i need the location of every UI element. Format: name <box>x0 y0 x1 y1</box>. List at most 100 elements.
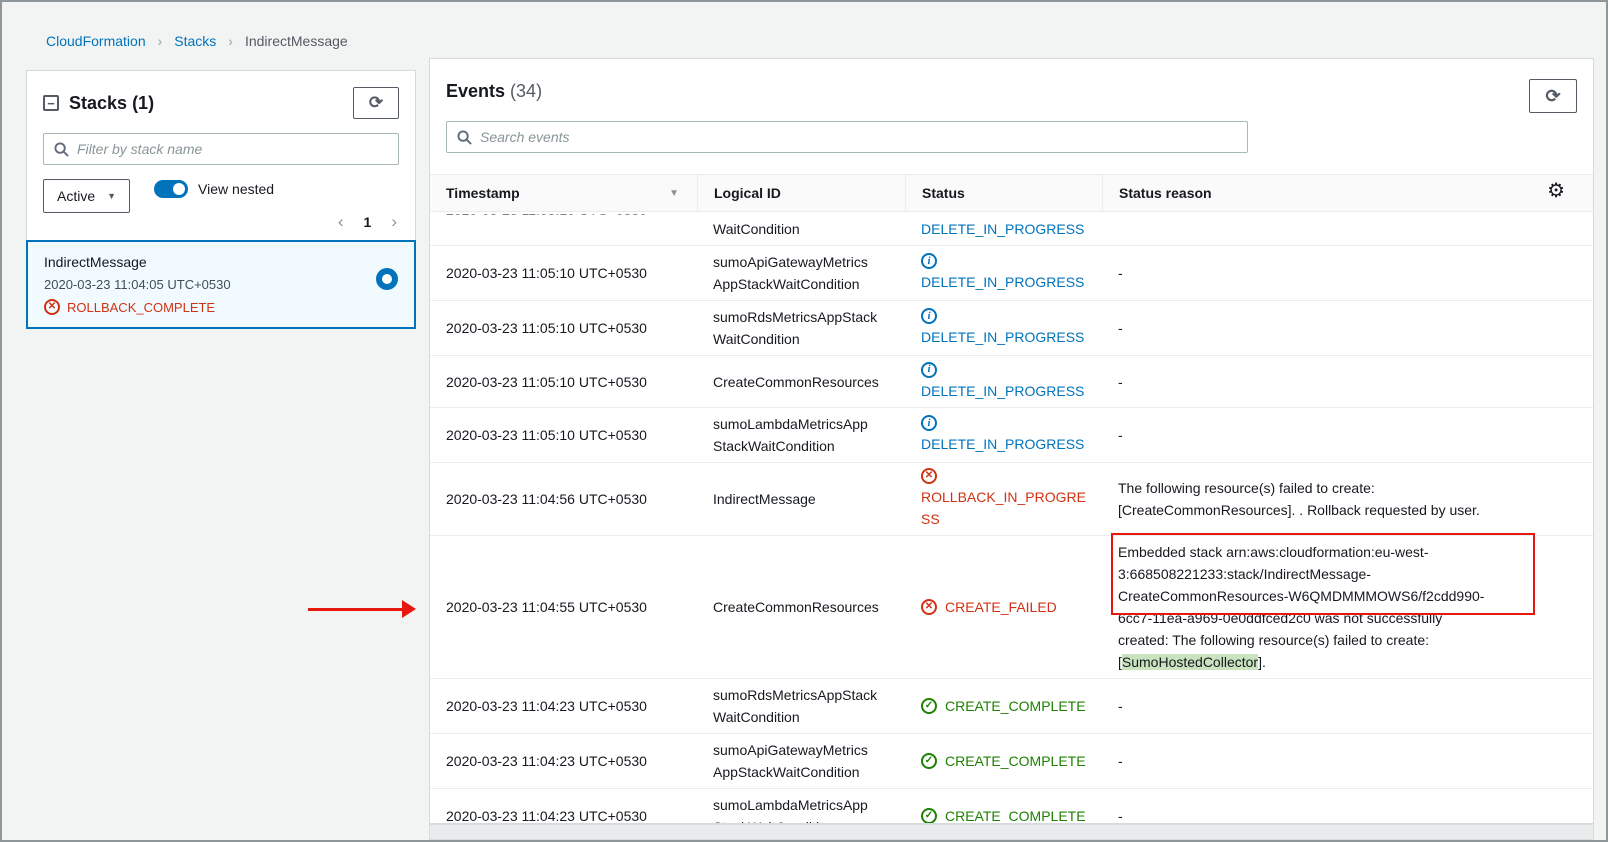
events-table: Timestamp ▼ Logical ID Status Status rea… <box>430 174 1593 824</box>
table-row: 2020-03-23 11:04:23 UTC+0530 sumoLambdaM… <box>430 789 1593 824</box>
stacks-pagination: ‹ 1 › <box>338 212 397 232</box>
status-reason-cell: - <box>1118 808 1123 824</box>
chevron-right-icon: › <box>228 33 233 49</box>
status-cell: i DELETE_IN_PROGRESS <box>921 361 1085 399</box>
view-nested-toggle[interactable] <box>154 180 189 198</box>
refresh-icon: ⟳ <box>368 93 384 112</box>
events-search-input[interactable] <box>480 129 1237 145</box>
timestamp-cell: 2020-03-23 11:04:23 UTC+0530 <box>446 753 647 769</box>
stacks-refresh-button[interactable]: ⟳ <box>353 87 399 119</box>
timestamp-cell: 2020-03-23 11:05:10 UTC+0530 <box>446 214 681 223</box>
breadcrumb-stacks[interactable]: Stacks <box>174 33 217 49</box>
success-icon: ✓ <box>921 753 937 769</box>
status-cell: ✕ CREATE_FAILED <box>921 596 1086 618</box>
timestamp-cell: 2020-03-23 11:05:10 UTC+0530 <box>446 320 647 336</box>
success-icon: ✓ <box>921 808 937 823</box>
stack-filter-field <box>43 133 399 165</box>
table-row: 2020-03-23 11:05:10 UTC+0530 sumoApiGate… <box>430 246 1593 301</box>
status-reason-cell: - <box>1118 320 1123 336</box>
page-number[interactable]: 1 <box>363 214 372 230</box>
logical-id-cell: sumoRdsMetricsAppStack WaitCondition <box>713 687 878 725</box>
breadcrumb-cloudformation[interactable]: CloudFormation <box>46 33 146 49</box>
stack-card-indirectmessage[interactable]: IndirectMessage 2020-03-23 11:04:05 UTC+… <box>26 240 416 329</box>
logical-id-cell: sumoLambdaMetricsApp StackWaitCondition <box>713 797 868 823</box>
status-cell: i DELETE_IN_PROGRESS <box>921 253 1085 290</box>
stack-status-label: ROLLBACK_COMPLETE <box>67 299 216 315</box>
info-icon: i <box>921 253 937 269</box>
logical-id-cell: CreateCommonResources <box>713 373 879 390</box>
timestamp-cell: 2020-03-23 11:05:10 UTC+0530 <box>446 373 647 390</box>
events-title: Events <box>446 81 506 101</box>
status-reason-cell: The following resource(s) failed to crea… <box>1118 480 1480 518</box>
chevron-right-icon: › <box>157 33 163 49</box>
sort-descending-icon[interactable]: ▼ <box>669 187 679 199</box>
table-row: 2020-03-23 11:05:10 UTC+0530 CreateCommo… <box>430 356 1593 408</box>
table-row: 2020-03-23 11:05:10 UTC+0530 sumoRdsMetr… <box>430 301 1593 356</box>
error-icon: ✕ <box>44 299 60 315</box>
status-cell: ✓ CREATE_COMPLETE <box>921 805 1086 823</box>
info-icon: i <box>921 361 937 378</box>
stack-status: ✕ ROLLBACK_COMPLETE <box>44 299 398 315</box>
status-cell: i DELETE_IN_PROGRESS <box>921 308 1085 345</box>
collapse-panel-icon[interactable]: − <box>43 95 59 111</box>
status-cell: ✓ CREATE_COMPLETE <box>921 695 1086 717</box>
logical-id-cell: sumoLambdaMetricsApp StackWaitCondition <box>713 416 868 454</box>
status-reason-cell: - <box>1118 753 1123 769</box>
breadcrumb-current-stack: IndirectMessage <box>244 33 348 49</box>
events-count: (34) <box>510 81 543 101</box>
logical-id-cell: WaitCondition <box>713 221 800 237</box>
error-icon: ✕ <box>921 468 937 484</box>
events-refresh-button[interactable]: ⟳ <box>1529 79 1577 113</box>
highlighted-resource-name: SumoHostedCollector <box>1121 654 1259 670</box>
gear-icon[interactable]: ⚙ <box>1547 180 1565 202</box>
table-row: 2020-03-23 11:04:23 UTC+0530 sumoRdsMetr… <box>430 679 1593 734</box>
status-cell: i DELETE_IN_PROGRESS <box>921 415 1085 452</box>
stack-filter-input[interactable] <box>77 141 388 157</box>
logical-id-cell: sumoApiGatewayMetrics AppStackWaitCondit… <box>713 742 868 780</box>
status-reason-cell: - <box>1118 427 1123 443</box>
column-header-timestamp[interactable]: Timestamp ▼ <box>446 185 679 201</box>
table-row: 2020-03-23 11:05:10 UTC+0530 WaitConditi… <box>430 212 1593 246</box>
stacks-title: Stacks (1) <box>69 92 155 113</box>
previous-page-icon[interactable]: ‹ <box>337 212 344 231</box>
timestamp-cell: 2020-03-23 11:04:23 UTC+0530 <box>446 808 647 824</box>
stacks-sidebar: − Stacks (1) ⟳ Active ▼ View nested ‹ <box>26 70 416 329</box>
events-table-header: Timestamp ▼ Logical ID Status Status rea… <box>430 174 1593 212</box>
status-cell: DELETE_IN_PROGRESS <box>921 221 1085 237</box>
logical-id-cell: sumoRdsMetricsAppStack WaitCondition <box>713 309 878 347</box>
table-row: 2020-03-23 11:04:56 UTC+0530 IndirectMes… <box>430 463 1593 536</box>
table-row: 2020-03-23 11:04:23 UTC+0530 sumoApiGate… <box>430 734 1593 789</box>
logical-id-cell: sumoApiGatewayMetrics AppStackWaitCondit… <box>713 254 868 292</box>
status-cell: ✓ CREATE_COMPLETE <box>921 750 1086 772</box>
search-icon <box>54 141 69 157</box>
chevron-down-icon: ▼ <box>107 191 117 201</box>
column-header-status: Status <box>905 175 1102 211</box>
stack-selected-radio[interactable] <box>376 268 398 290</box>
search-icon <box>457 129 472 145</box>
horizontal-scrollbar[interactable] <box>429 824 1594 840</box>
error-icon: ✕ <box>921 599 937 615</box>
status-reason-cell: Embedded stack arn:aws:cloudformation:eu… <box>1102 533 1593 678</box>
stack-status-filter-dropdown[interactable]: Active ▼ <box>43 179 131 213</box>
success-icon: ✓ <box>921 698 937 714</box>
refresh-icon: ⟳ <box>1545 85 1561 106</box>
table-row: 2020-03-23 11:05:10 UTC+0530 sumoLambdaM… <box>430 408 1593 463</box>
status-cell: ✕ ROLLBACK_IN_PROGRE SS <box>921 468 1086 527</box>
events-panel: Events (34) ⟳ ⚙ Timestamp ▼ Logical ID S… <box>429 58 1594 824</box>
timestamp-cell: 2020-03-23 11:05:10 UTC+0530 <box>446 427 647 443</box>
info-icon: i <box>921 415 937 431</box>
column-header-logical-id: Logical ID <box>697 175 905 211</box>
annotation-arrow <box>308 600 416 618</box>
view-nested-label: View nested <box>198 181 275 197</box>
logical-id-cell: CreateCommonResources <box>713 599 879 615</box>
status-reason-cell: - <box>1118 698 1123 714</box>
timestamp-cell: 2020-03-23 11:05:10 UTC+0530 <box>446 265 647 281</box>
breadcrumb: CloudFormation › Stacks › IndirectMessag… <box>46 33 348 49</box>
column-header-status-reason: Status reason <box>1102 175 1593 211</box>
status-reason-cell: - <box>1118 265 1123 281</box>
timestamp-cell: 2020-03-23 11:04:55 UTC+0530 <box>446 599 647 615</box>
next-page-icon[interactable]: › <box>391 212 397 231</box>
events-header: Events (34) <box>430 59 1593 102</box>
info-icon: i <box>921 308 937 324</box>
